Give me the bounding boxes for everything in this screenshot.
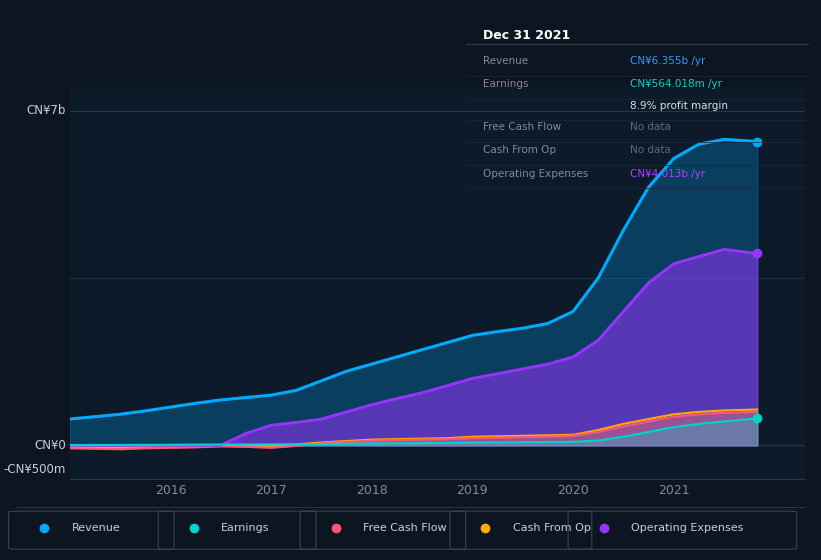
Text: Operating Expenses: Operating Expenses — [631, 523, 744, 533]
Text: Earnings: Earnings — [483, 79, 528, 89]
Text: 8.9% profit margin: 8.9% profit margin — [631, 100, 728, 110]
Text: Dec 31 2021: Dec 31 2021 — [483, 29, 570, 42]
Text: CN¥564.018m /yr: CN¥564.018m /yr — [631, 79, 722, 89]
Text: No data: No data — [631, 145, 671, 155]
Text: -CN¥500m: -CN¥500m — [4, 463, 67, 476]
Text: CN¥7b: CN¥7b — [27, 104, 67, 117]
Text: CN¥4.013b /yr: CN¥4.013b /yr — [631, 169, 705, 179]
Text: Cash From Op: Cash From Op — [483, 145, 556, 155]
Text: Earnings: Earnings — [222, 523, 270, 533]
Text: No data: No data — [631, 122, 671, 132]
Text: Revenue: Revenue — [483, 56, 528, 66]
Text: CN¥0: CN¥0 — [34, 439, 67, 452]
Text: Cash From Op: Cash From Op — [513, 523, 591, 533]
Text: Operating Expenses: Operating Expenses — [483, 169, 588, 179]
Text: Free Cash Flow: Free Cash Flow — [483, 122, 561, 132]
Text: CN¥6.355b /yr: CN¥6.355b /yr — [631, 56, 705, 66]
Text: Revenue: Revenue — [71, 523, 121, 533]
Text: Free Cash Flow: Free Cash Flow — [363, 523, 447, 533]
